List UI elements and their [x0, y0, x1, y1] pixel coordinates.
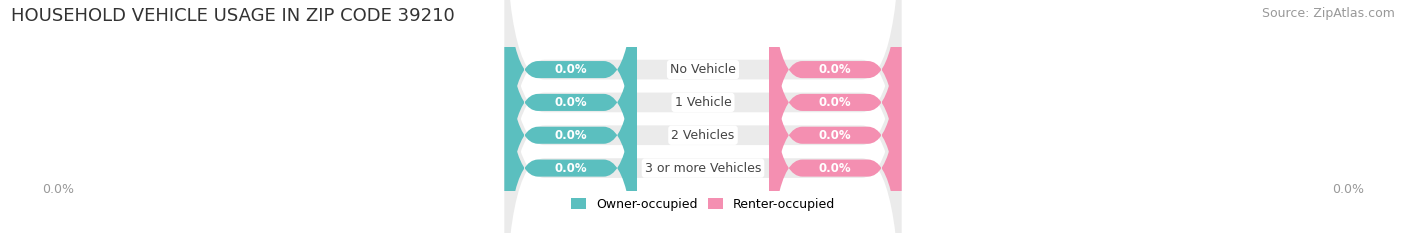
FancyBboxPatch shape [505, 12, 637, 233]
Text: 0.0%: 0.0% [554, 96, 588, 109]
Text: 3 or more Vehicles: 3 or more Vehicles [645, 161, 761, 175]
Text: HOUSEHOLD VEHICLE USAGE IN ZIP CODE 39210: HOUSEHOLD VEHICLE USAGE IN ZIP CODE 3921… [11, 7, 456, 25]
FancyBboxPatch shape [505, 0, 637, 233]
FancyBboxPatch shape [769, 0, 901, 233]
FancyBboxPatch shape [505, 0, 901, 233]
Text: 0.0%: 0.0% [554, 129, 588, 142]
Legend: Owner-occupied, Renter-occupied: Owner-occupied, Renter-occupied [571, 198, 835, 211]
Text: 0.0%: 0.0% [818, 63, 852, 76]
FancyBboxPatch shape [505, 0, 901, 233]
FancyBboxPatch shape [769, 0, 901, 233]
FancyBboxPatch shape [769, 12, 901, 233]
FancyBboxPatch shape [505, 0, 901, 233]
Text: Source: ZipAtlas.com: Source: ZipAtlas.com [1261, 7, 1395, 20]
Text: 0.0%: 0.0% [554, 161, 588, 175]
Text: 0.0%: 0.0% [818, 161, 852, 175]
Text: 1 Vehicle: 1 Vehicle [675, 96, 731, 109]
Text: 0.0%: 0.0% [818, 96, 852, 109]
Text: 0.0%: 0.0% [554, 63, 588, 76]
FancyBboxPatch shape [769, 0, 901, 225]
Text: 0.0%: 0.0% [42, 183, 75, 196]
FancyBboxPatch shape [505, 0, 637, 233]
Text: 2 Vehicles: 2 Vehicles [672, 129, 734, 142]
Text: 0.0%: 0.0% [1331, 183, 1364, 196]
Text: 0.0%: 0.0% [818, 129, 852, 142]
FancyBboxPatch shape [505, 0, 637, 225]
Text: No Vehicle: No Vehicle [671, 63, 735, 76]
FancyBboxPatch shape [505, 0, 901, 233]
